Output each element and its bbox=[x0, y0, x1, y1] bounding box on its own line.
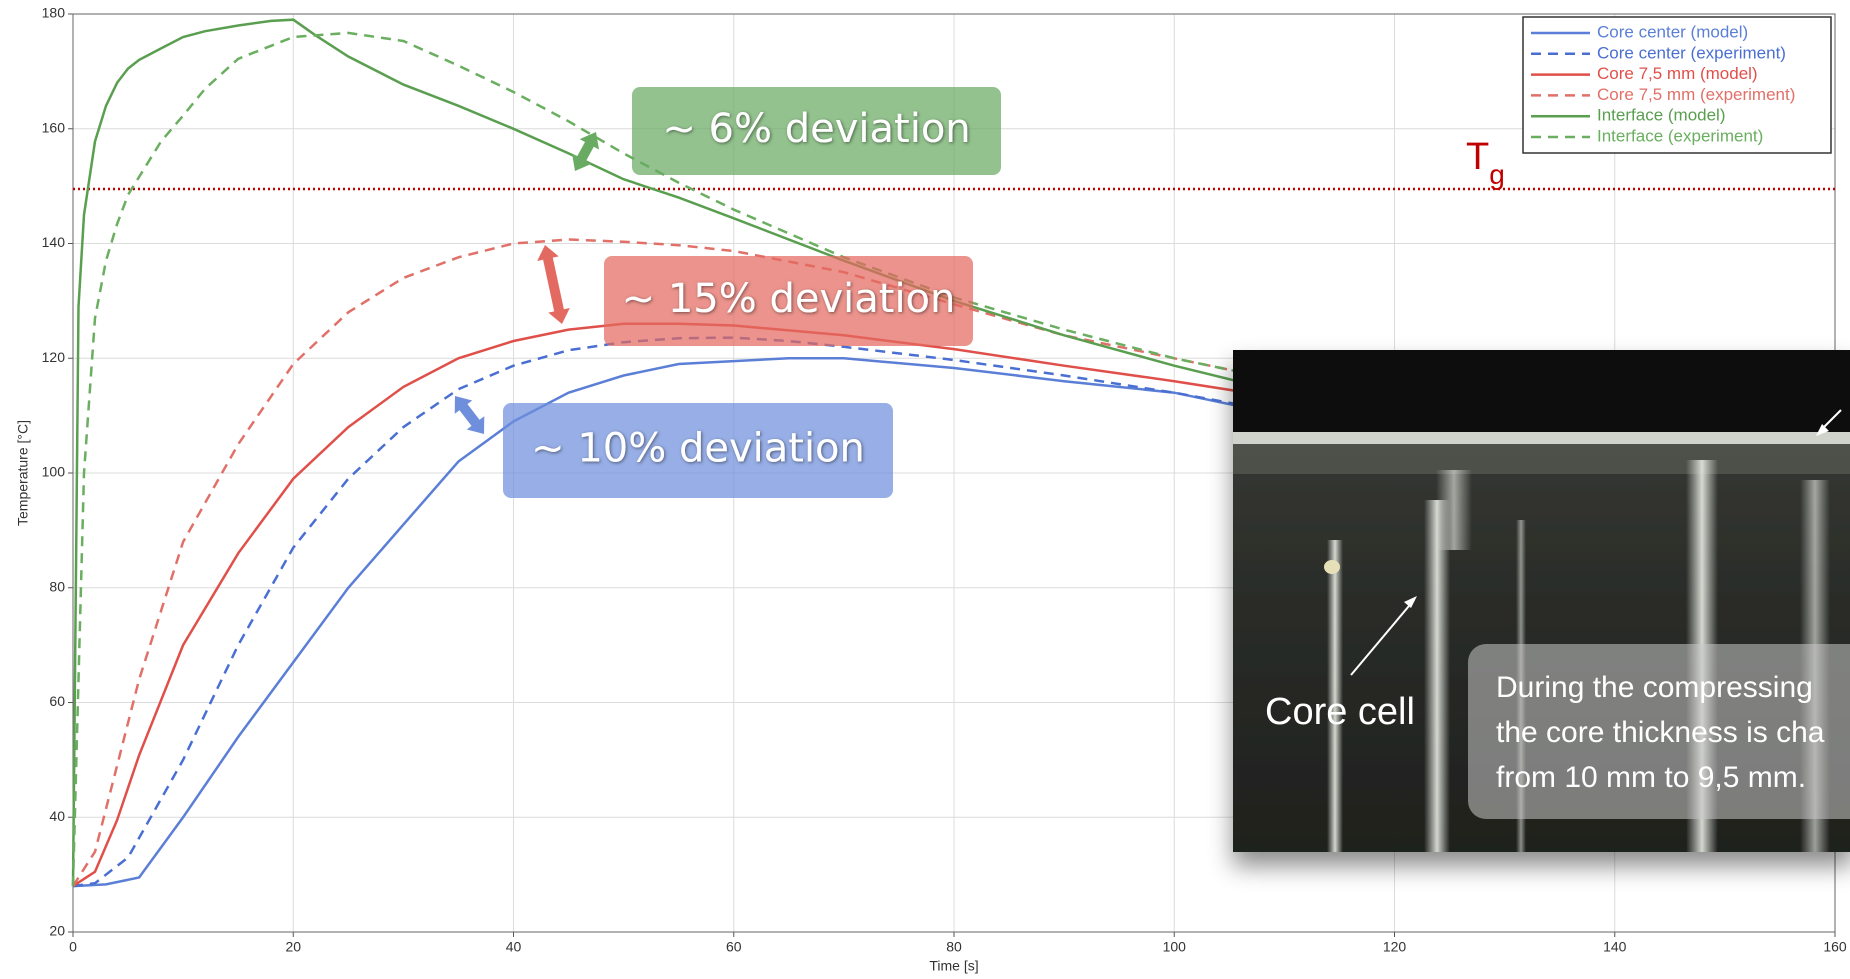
y-tick-label: 140 bbox=[42, 234, 66, 250]
reference-label: Tg bbox=[1466, 136, 1505, 190]
photo-band bbox=[1233, 444, 1850, 474]
overlay: ~ 6% deviation ~ 15% deviation ~ 10% devia… bbox=[455, 87, 1001, 498]
photo-label: Core cell bbox=[1265, 691, 1415, 733]
y-axis-label: Temperature [°C] bbox=[15, 420, 31, 526]
x-tick-label: 100 bbox=[1163, 939, 1187, 955]
legend-label: Core 7,5 mm (model) bbox=[1597, 64, 1758, 83]
y-tick-label: 120 bbox=[42, 349, 66, 365]
x-tick-label: 60 bbox=[726, 939, 742, 955]
y-tick-label: 80 bbox=[49, 578, 65, 594]
annotation-text: ~ 15% deviation bbox=[622, 276, 956, 322]
photo-bubble bbox=[1324, 560, 1340, 574]
legend-label: Core 7,5 mm (experiment) bbox=[1597, 85, 1795, 104]
page: {"chart_data": {"type": "line", "x_label… bbox=[0, 0, 1850, 979]
x-axis-label: Time [s] bbox=[929, 958, 978, 974]
x-tick-label: 0 bbox=[69, 939, 77, 955]
note-line: During the compressing bbox=[1496, 671, 1813, 704]
y-tick-label: 160 bbox=[42, 119, 66, 135]
annotation-text: ~ 6% deviation bbox=[662, 106, 970, 152]
x-tick-label: 120 bbox=[1383, 939, 1407, 955]
y-tick-label: 20 bbox=[49, 923, 65, 939]
y-tick-label: 60 bbox=[49, 693, 65, 709]
annotation-text: ~ 10% deviation bbox=[531, 426, 865, 472]
double-arrow bbox=[537, 245, 570, 324]
y-tick-label: 180 bbox=[42, 5, 66, 21]
photo-top bbox=[1233, 350, 1850, 435]
x-tick-label: 20 bbox=[285, 939, 301, 955]
x-tick-label: 80 bbox=[946, 939, 962, 955]
note-line: the core thickness is cha bbox=[1496, 716, 1825, 749]
photo-streak bbox=[1424, 500, 1450, 852]
photo-face bbox=[1233, 432, 1850, 444]
legend-label: Interface (experiment) bbox=[1597, 126, 1763, 145]
note-line: from 10 mm to 9,5 mm. bbox=[1496, 761, 1806, 794]
reference-label-sub: g bbox=[1489, 159, 1505, 190]
legend-label: Core center (experiment) bbox=[1597, 43, 1786, 62]
y-tick-label: 100 bbox=[42, 464, 66, 480]
reference-label-main: T bbox=[1466, 136, 1489, 178]
legend-label: Core center (model) bbox=[1597, 22, 1748, 41]
y-tick-label: 40 bbox=[49, 808, 65, 824]
legend-label: Interface (model) bbox=[1597, 106, 1726, 125]
x-tick-label: 160 bbox=[1823, 939, 1847, 955]
double-arrow bbox=[455, 396, 485, 434]
chart: 2040608010012014016018002040608010012014… bbox=[0, 0, 1850, 979]
x-tick-label: 140 bbox=[1603, 939, 1627, 955]
photo-streak bbox=[1436, 470, 1472, 550]
x-tick-label: 40 bbox=[506, 939, 522, 955]
